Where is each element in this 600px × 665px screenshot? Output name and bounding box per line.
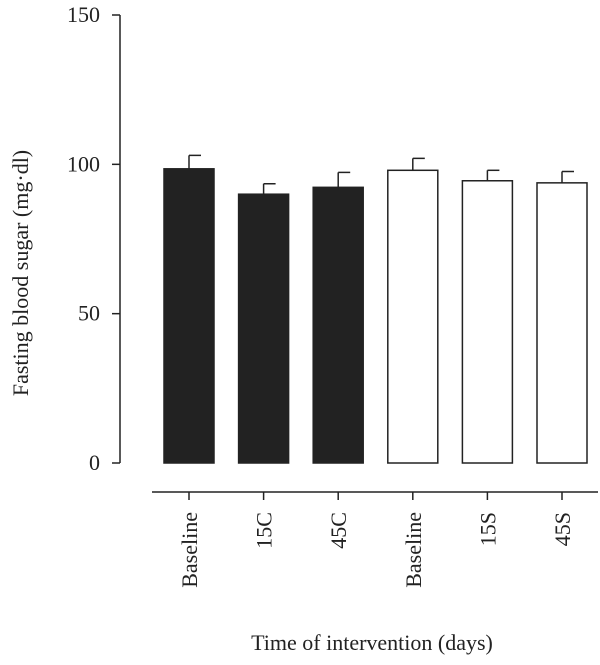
- x-tick-label: 45S: [550, 512, 575, 546]
- x-tick-label: Baseline: [401, 512, 426, 588]
- bars-group: [163, 168, 588, 464]
- bar: [237, 193, 290, 464]
- bar: [461, 180, 514, 464]
- y-tick-label: 100: [67, 151, 100, 176]
- y-tick-label: 0: [89, 450, 100, 475]
- bar: [387, 169, 439, 464]
- x-tick-label: 45C: [326, 512, 351, 549]
- y-ticks-group: 0 50 100 150: [67, 2, 120, 475]
- x-tick-label: 15C: [252, 512, 277, 549]
- y-tick-label: 150: [67, 2, 100, 27]
- x-tick-label: 15S: [475, 512, 500, 546]
- x-tick-label: Baseline: [177, 512, 202, 588]
- bar: [312, 186, 364, 464]
- bar: [163, 168, 215, 464]
- error-bars-group: [188, 154, 574, 195]
- y-tick-label: 50: [78, 301, 100, 326]
- x-axis-title: Time of intervention (days): [251, 630, 493, 655]
- y-axis-title: Fasting blood sugar (mg·dl): [8, 150, 33, 396]
- x-ticks-group: Baseline 15C 45C Baseline 15S 45S: [177, 492, 575, 588]
- bar: [536, 182, 588, 464]
